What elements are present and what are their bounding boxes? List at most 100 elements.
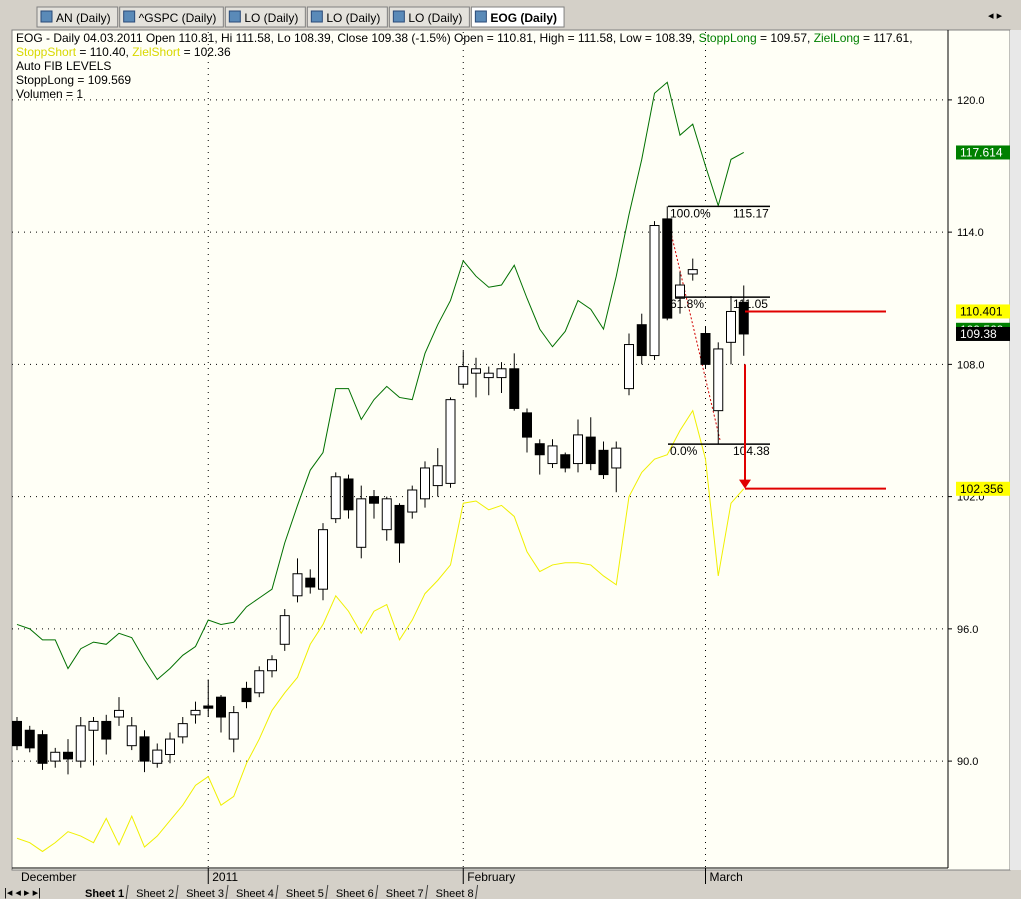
candle-body xyxy=(88,720,99,731)
x-tick-label: March xyxy=(710,870,743,884)
price-marker-label: 102.356 xyxy=(960,482,1004,496)
sheet-divider xyxy=(475,884,479,899)
sheet-divider xyxy=(275,884,279,899)
y-tick-label: 114.0 xyxy=(957,227,984,239)
candle-body xyxy=(369,496,379,504)
price-marker-label: 117.614 xyxy=(960,145,1003,159)
tab-icon xyxy=(392,10,405,23)
header-line: Auto FIB LEVELS xyxy=(16,59,111,73)
header-text: StoppLong xyxy=(699,31,757,45)
price-marker-label: 110.401 xyxy=(960,304,1003,318)
sheet-tab[interactable]: Sheet 4 xyxy=(236,888,274,899)
candle-body xyxy=(356,498,367,548)
sheet-nav[interactable]: |◂ ◂ ▸ ▸| xyxy=(4,887,41,899)
tab[interactable] xyxy=(36,6,119,28)
y-tick-label: 120.0 xyxy=(957,95,985,107)
candle-body xyxy=(267,659,277,672)
candle-body xyxy=(636,324,647,357)
sheet-divider xyxy=(175,884,179,899)
candle-body xyxy=(37,734,48,764)
candle-body xyxy=(292,573,303,597)
candle-body xyxy=(560,454,571,469)
candle-body xyxy=(50,751,61,762)
tab[interactable] xyxy=(388,6,470,28)
tab-label[interactable]: LO (Daily) xyxy=(244,11,298,25)
tab[interactable] xyxy=(224,6,306,28)
sheet-tab[interactable]: Sheet 3 xyxy=(186,888,224,899)
tab-label[interactable]: EOG (Daily) xyxy=(490,11,557,25)
price-marker xyxy=(956,145,1010,160)
sheet-tab[interactable]: Sheet 8 xyxy=(436,888,474,899)
tab[interactable] xyxy=(119,6,224,28)
candle-body xyxy=(534,443,545,456)
fib-trend-line xyxy=(667,219,721,441)
tab-label[interactable]: LO (Daily) xyxy=(326,11,380,25)
candle-body xyxy=(241,687,252,703)
header-text: ZielLong xyxy=(814,31,860,45)
candle-body xyxy=(407,489,418,513)
candle-body xyxy=(445,399,456,484)
fib-percent: 0.0% xyxy=(670,444,698,458)
header-text: = 102.36 xyxy=(180,45,231,59)
candle-body xyxy=(624,344,634,390)
candle-body xyxy=(177,723,188,738)
candle-body xyxy=(12,720,22,747)
candle-body xyxy=(649,225,660,357)
candle-body xyxy=(139,736,150,762)
tab-scroll[interactable]: ◂ ▸ xyxy=(988,10,1003,22)
candle-body xyxy=(165,738,175,755)
y-tick-label: 90.0 xyxy=(957,756,978,768)
fib-price: 104.38 xyxy=(733,444,770,458)
header-text: StoppShort xyxy=(16,45,77,59)
candle-body xyxy=(420,467,430,500)
tab[interactable] xyxy=(470,6,565,28)
indicator-line xyxy=(16,81,744,681)
candle-body xyxy=(687,269,698,275)
indicator-line xyxy=(16,409,745,853)
tab-label[interactable]: AN (Daily) xyxy=(56,11,111,25)
candle-body xyxy=(700,333,711,365)
candle-body xyxy=(63,751,73,760)
candle-body xyxy=(662,218,673,319)
tab[interactable] xyxy=(306,6,388,28)
header-line: StoppShort = 110.40, ZielShort = 102.36 xyxy=(16,45,231,59)
tab-label[interactable]: ^GSPC (Daily) xyxy=(139,11,217,25)
header-line: EOG - Daily 04.03.2011 Open 110.81, Hi 1… xyxy=(16,31,913,45)
header-text: StoppLong = 109.569 xyxy=(16,73,131,87)
side-panel xyxy=(1010,30,1021,870)
tab-label[interactable]: LO (Daily) xyxy=(408,11,462,25)
candle-body xyxy=(726,310,736,343)
x-tick-label: February xyxy=(467,870,515,884)
candle-body xyxy=(318,529,328,590)
left-strip xyxy=(0,30,12,870)
candle-body xyxy=(152,749,163,764)
sheet-tab[interactable]: Sheet 7 xyxy=(386,888,424,899)
header-line: Volumen = 1 xyxy=(16,87,83,101)
sheet-tab[interactable]: Sheet 1 xyxy=(85,888,124,899)
candle-body xyxy=(483,372,494,379)
candle-body xyxy=(24,729,35,749)
candle-body xyxy=(509,368,520,409)
candle-body xyxy=(547,445,558,465)
header-line: StoppLong = 109.569 xyxy=(16,73,131,87)
candle-body xyxy=(573,434,583,465)
x-tick-label: December xyxy=(21,870,76,884)
tab-icon xyxy=(40,10,53,23)
header-text: EOG - Daily 04.03.2011 Open 110.81, Hi 1… xyxy=(16,31,699,45)
arrow-head xyxy=(739,479,751,489)
tab-icon xyxy=(228,10,241,23)
sheet-tab[interactable]: Sheet 6 xyxy=(336,888,374,899)
fib-price: 111.05 xyxy=(733,297,768,311)
sheet-bar xyxy=(0,884,1021,899)
tab-icon xyxy=(123,10,136,23)
candle-body xyxy=(381,498,392,531)
price-marker-label: 109.38 xyxy=(960,327,997,341)
header-text: = 117.61, xyxy=(860,31,913,45)
candle-body xyxy=(496,368,507,379)
sheet-divider xyxy=(425,884,429,899)
candle-body xyxy=(471,368,481,374)
sheet-divider xyxy=(125,884,129,899)
sheet-tab[interactable]: Sheet 5 xyxy=(286,888,324,899)
sheet-tab[interactable]: Sheet 2 xyxy=(136,888,174,899)
